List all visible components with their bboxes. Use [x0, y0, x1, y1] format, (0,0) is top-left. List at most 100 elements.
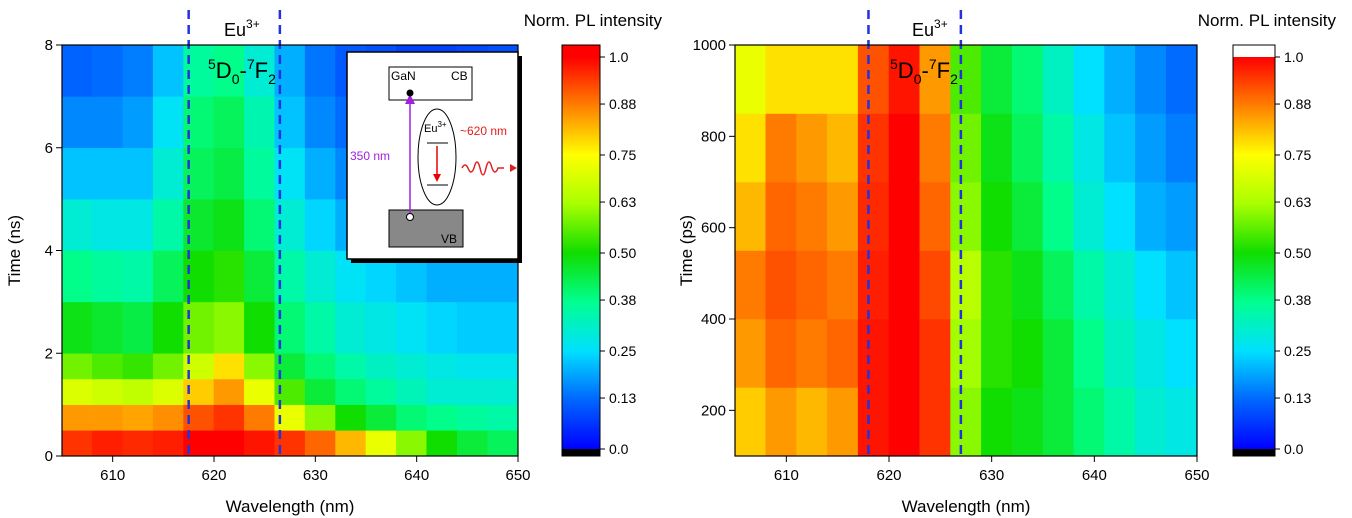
heat-cell: [1135, 318, 1167, 388]
heat-cell: [152, 250, 184, 303]
heat-cell: [365, 404, 397, 431]
emission-label: ~620 nm: [460, 124, 507, 138]
heat-cell: [1073, 250, 1105, 320]
colorbar: [1233, 57, 1275, 449]
colorbar-tick-label: 0.13: [1284, 390, 1311, 406]
heat-cell: [950, 318, 982, 388]
x-tick-label: 650: [505, 467, 530, 484]
x-tick-label: 620: [201, 467, 226, 484]
transition-base: F: [255, 58, 268, 83]
transition-base: D: [216, 58, 232, 83]
transition-base: -: [921, 58, 928, 83]
heat-cell: [122, 430, 154, 457]
y-tick-label: 600: [701, 220, 726, 237]
heat-cell: [857, 318, 890, 388]
colorbar-tick-label: 0.88: [1284, 96, 1311, 112]
colorbar-tick-label: 0.88: [609, 96, 636, 112]
heat-cell: [244, 430, 276, 457]
heat-cell: [765, 44, 797, 114]
heat-cell: [1165, 181, 1198, 251]
x-tick-label: 620: [876, 467, 901, 484]
x-axis-label: Wavelength (nm): [902, 497, 1031, 516]
heat-cell: [244, 301, 276, 354]
heat-cell: [244, 96, 276, 149]
heat-cell: [888, 387, 921, 457]
colorbar-tick-label: 0.50: [1284, 245, 1311, 261]
heat-cell: [765, 387, 797, 457]
heat-cell: [122, 96, 154, 149]
heat-cell: [61, 378, 93, 405]
heat-cell: [426, 430, 458, 457]
heat-cell: [1135, 387, 1167, 457]
heat-cell: [244, 250, 276, 303]
heat-cell: [981, 387, 1013, 457]
heat-cell: [61, 301, 93, 354]
heat-cell: [92, 352, 124, 380]
heat-cell: [152, 378, 184, 405]
heat-cell: [426, 378, 458, 405]
heat-cell: [1073, 387, 1105, 457]
heat-cell: [827, 387, 859, 457]
colorbar-tick-label: 0.75: [609, 147, 636, 163]
heat-cell: [92, 198, 124, 251]
heat-cell: [92, 44, 124, 97]
heat-cell: [61, 250, 93, 303]
heat-cell: [1104, 387, 1136, 457]
heat-cell: [61, 404, 93, 431]
heat-cell: [304, 352, 336, 380]
colorbar-under: [1233, 449, 1275, 456]
heat-cell: [1073, 44, 1105, 114]
heat-cell: [456, 378, 488, 405]
heat-cell: [122, 352, 154, 380]
heat-cell: [765, 250, 797, 320]
inset: GaN CB VB 350 nm Eu3+ ~620 nm: [346, 51, 522, 263]
heat-cell: [213, 301, 245, 354]
colorbar-tick-label: 0.0: [609, 441, 629, 457]
heat-cell: [61, 430, 93, 457]
heat-cell: [396, 404, 428, 431]
y-axis-label: Time (ps): [677, 215, 696, 286]
x-tick-label: 640: [404, 467, 429, 484]
heat-cell: [827, 181, 859, 251]
heat-cell: [919, 113, 951, 183]
colorbar-tick-label: 0.50: [609, 245, 636, 261]
heat-cell: [426, 404, 458, 431]
y-axis-label: Time (ns): [5, 215, 24, 286]
heat-cell: [456, 352, 488, 380]
heat-cell: [857, 181, 890, 251]
heat-cell: [1042, 113, 1075, 183]
y-tick-label: 800: [701, 128, 726, 145]
heat-cell: [857, 387, 890, 457]
heat-cell: [244, 147, 276, 200]
heat-cell: [244, 378, 276, 405]
heat-cell: [456, 301, 488, 354]
cb-box: [388, 66, 473, 101]
heat-cell: [487, 430, 519, 457]
colorbar-tick-label: 0.25: [609, 343, 636, 359]
heat-cell: [426, 301, 458, 354]
heat-cell: [1073, 318, 1105, 388]
heat-cell: [304, 198, 336, 251]
heat-cell: [827, 113, 859, 183]
heat-cell: [92, 147, 124, 200]
colorbar-tick-label: 0.25: [1284, 343, 1311, 359]
heat-cell: [122, 147, 154, 200]
cb-label: CB: [451, 69, 468, 83]
heat-cell: [1073, 113, 1105, 183]
colorbar-title: Norm. PL intensity: [1198, 11, 1337, 30]
heat-cell: [857, 113, 890, 183]
colorbar-under: [562, 449, 600, 456]
y-tick-label: 6: [45, 140, 53, 157]
transition-sub: 2: [268, 71, 276, 87]
heat-cell: [152, 96, 184, 149]
heat-cell: [304, 250, 336, 303]
colorbar-frame: [561, 44, 601, 457]
heat-cell: [919, 387, 951, 457]
heat-cell: [365, 352, 397, 380]
y-tick-label: 400: [701, 311, 726, 328]
transition-sup: 7: [247, 56, 255, 72]
heat-cell: [365, 430, 397, 457]
hole: [406, 213, 414, 221]
heat-cell: [61, 96, 93, 149]
heat-cell: [122, 44, 154, 97]
